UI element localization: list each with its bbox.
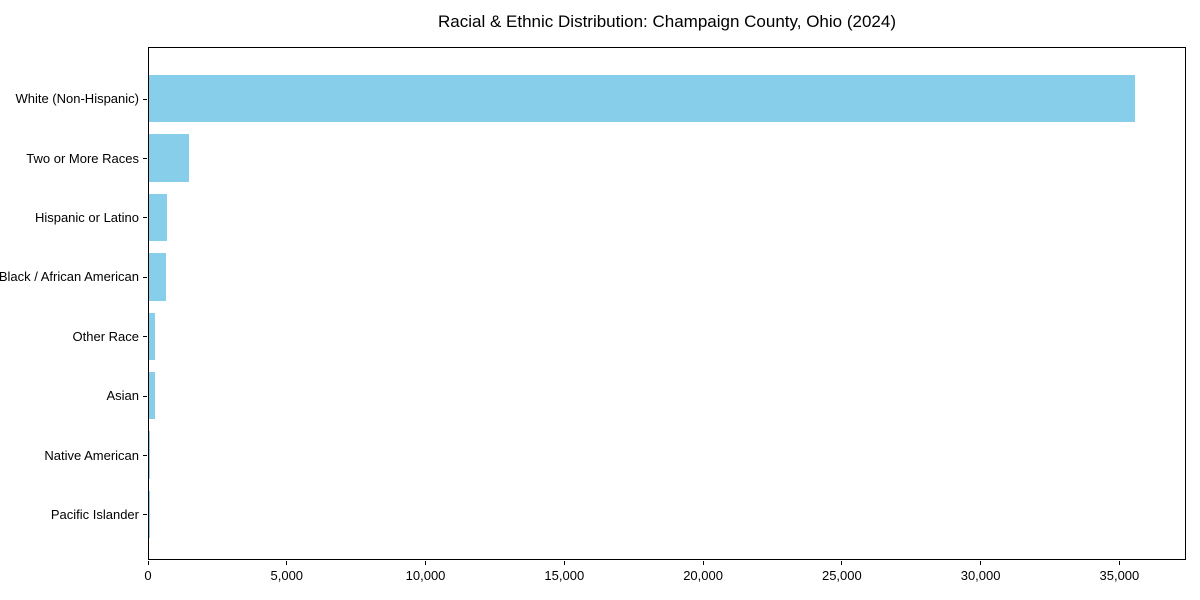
chart-title: Racial & Ethnic Distribution: Champaign … <box>438 12 896 31</box>
y-tick-label: Hispanic or Latino <box>34 209 139 225</box>
y-tick-label: Black / African American <box>0 269 139 285</box>
bar-black-african-american <box>149 253 167 301</box>
bar-row: Black / African American <box>0 247 1185 306</box>
bar-row: Asian <box>106 366 1185 425</box>
x-tick-label: 5,000 <box>270 568 304 583</box>
x-tick-mark <box>425 561 427 565</box>
y-tick-label: Asian <box>106 388 139 404</box>
bar-row: Pacific Islander <box>51 485 1185 544</box>
y-tick-label: Native American <box>44 447 139 463</box>
y-tick-mark <box>143 514 147 516</box>
y-tick-label: Other Race <box>72 328 139 344</box>
bar-row: Native American <box>44 425 1185 484</box>
x-tick-mark <box>702 561 704 565</box>
x-tick-label: 10,000 <box>405 568 446 583</box>
x-tick-mark <box>980 561 982 565</box>
bar-other-race <box>149 312 156 360</box>
bar-asian <box>149 371 155 420</box>
y-tick-mark <box>143 336 147 338</box>
x-tick-mark <box>147 561 149 565</box>
x-tick-label: 25,000 <box>821 568 862 583</box>
y-tick-mark <box>143 98 147 100</box>
bar-row: White (Non-Hispanic) <box>15 69 1185 128</box>
bar-two-or-more-races <box>149 134 189 182</box>
x-tick-mark <box>1118 561 1120 565</box>
y-tick-mark <box>143 395 147 397</box>
bar-white-non-hispanic <box>149 74 1136 123</box>
y-tick-label: White (Non-Hispanic) <box>15 91 139 107</box>
x-tick-label: 0 <box>144 568 152 583</box>
y-tick-label: Pacific Islander <box>50 506 139 522</box>
x-tick-mark <box>563 561 565 565</box>
x-axis: 0 5,000 10,000 15,000 20,000 25,000 30,000 35,0… <box>144 560 1186 600</box>
x-tick-mark <box>286 561 288 565</box>
y-tick-mark <box>143 158 147 160</box>
x-tick-mark <box>841 561 843 565</box>
x-tick-label: 20,000 <box>683 568 723 583</box>
y-tick-label: Two or More Races <box>26 150 139 166</box>
y-tick-mark <box>143 217 147 219</box>
plot-area: White (Non-Hispanic) Two or More Races His… <box>0 47 1186 560</box>
y-tick-mark <box>143 276 147 278</box>
x-tick-label: 30,000 <box>960 568 1001 583</box>
bar-native-american <box>149 431 151 479</box>
bar-row: Hispanic or Latino <box>35 188 1185 247</box>
bar-row: Other Race <box>73 307 1185 366</box>
bar-hispanic-or-latino <box>149 193 168 242</box>
bar-pacific-islander <box>149 490 150 539</box>
x-tick-label: 15,000 <box>544 568 585 583</box>
x-tick-label: 35,000 <box>1099 568 1140 583</box>
y-tick-mark <box>143 455 147 457</box>
bar-row: Two or More Races <box>26 128 1185 187</box>
